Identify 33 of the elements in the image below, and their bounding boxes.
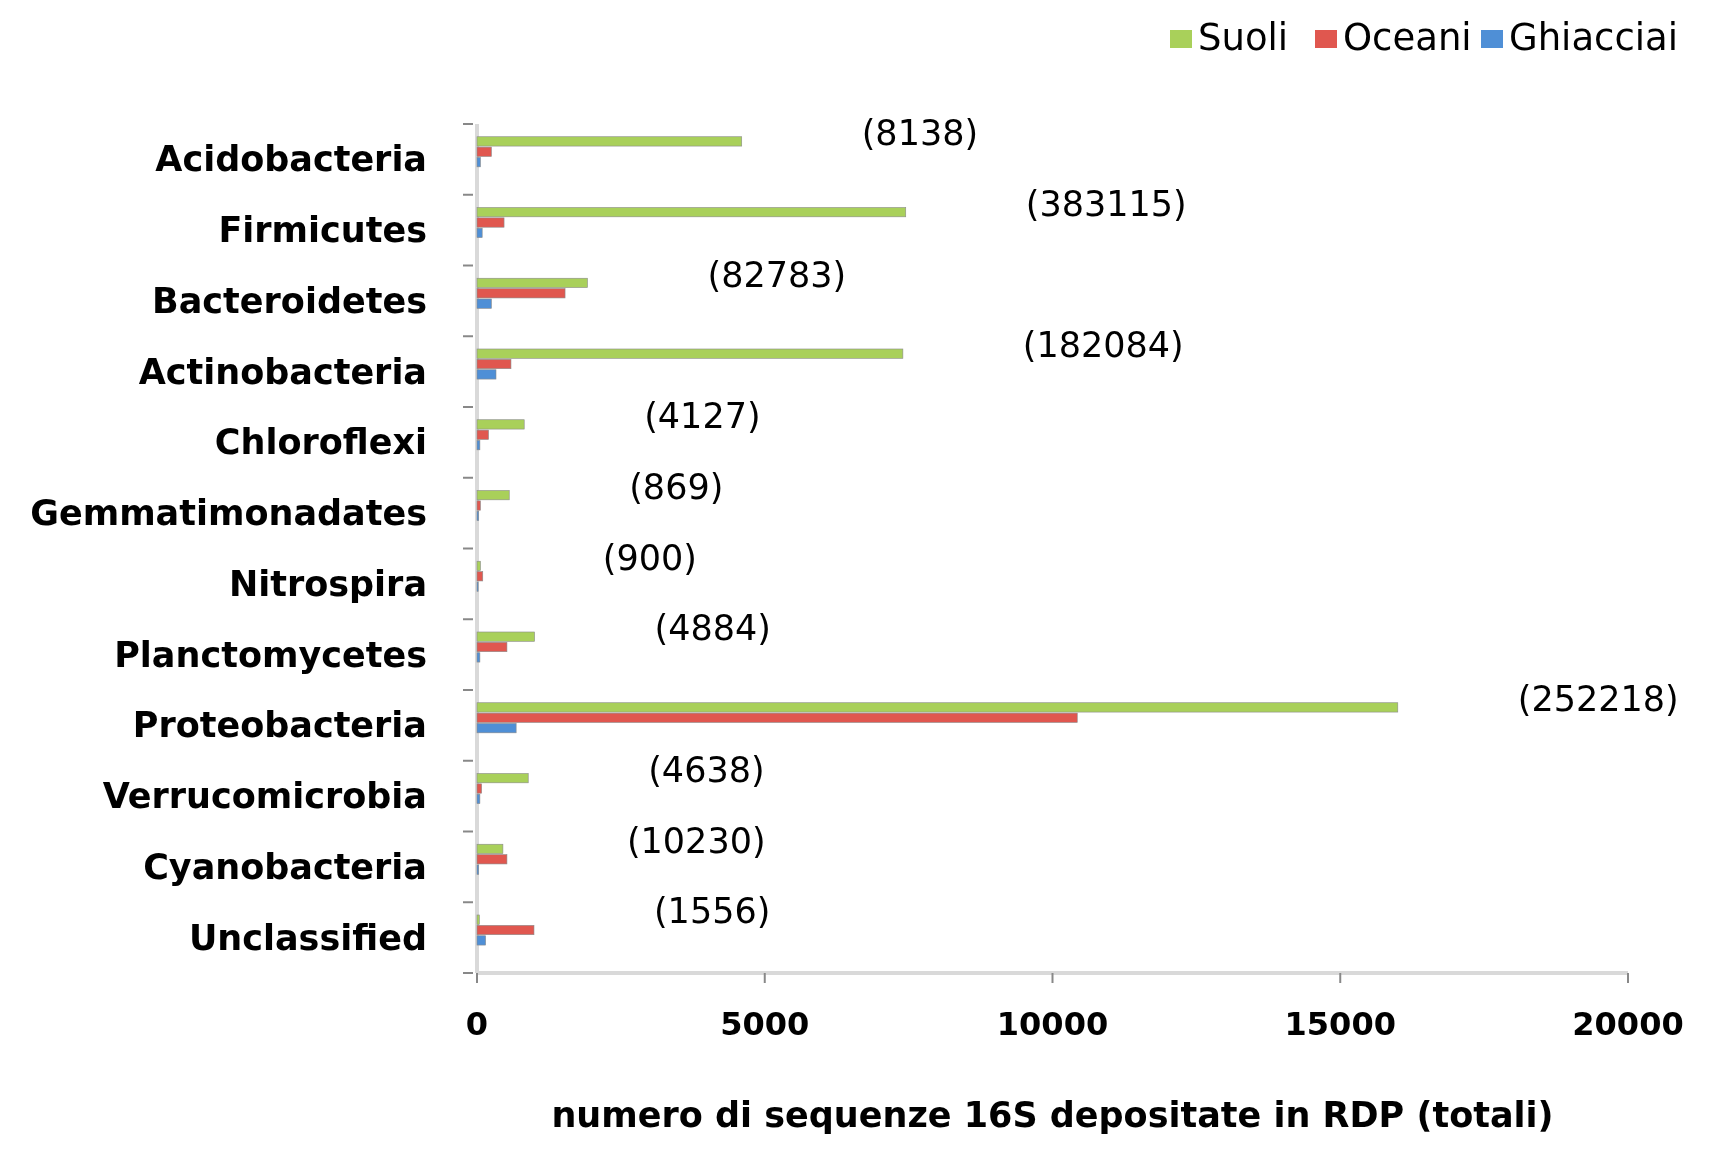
annotation: (10230) xyxy=(626,820,766,861)
legend-label: Ghiacciai xyxy=(1509,16,1678,59)
y-tick-label: Proteobacteria xyxy=(132,705,427,746)
y-tick-label: Firmicutes xyxy=(218,210,427,251)
annotation: (252218) xyxy=(1517,679,1679,720)
y-tick-label: Nitrospira xyxy=(228,563,427,604)
x-tick-label: 10000 xyxy=(996,1005,1109,1043)
y-tick-label: Actinobacteria xyxy=(138,351,427,392)
y-tick-label: Planctomycetes xyxy=(114,634,427,675)
annotation: (900) xyxy=(602,537,697,578)
x-tick-label: 5000 xyxy=(720,1005,810,1043)
legend-label: Oceani xyxy=(1343,16,1472,59)
y-tick-label: Bacteroidetes xyxy=(152,280,427,321)
y-tick-label: Unclassified xyxy=(188,917,427,958)
annotation: (383115) xyxy=(1025,183,1187,224)
x-axis-title: numero di sequenze 16S depositate in RDP (totali) xyxy=(551,1095,1554,1135)
x-tick-label: 0 xyxy=(465,1005,489,1043)
x-tick-label: 15000 xyxy=(1284,1005,1396,1043)
annotation: (869) xyxy=(629,466,724,507)
annotation: (4127) xyxy=(644,396,761,437)
y-tick-label: Gemmatimonadates xyxy=(30,493,427,534)
x-tick-label: 20000 xyxy=(1572,1005,1684,1043)
y-tick-label: Chloroflexi xyxy=(214,422,427,463)
y-tick-label: Acidobacteria xyxy=(155,139,427,180)
legend-label: Suoli xyxy=(1198,16,1289,59)
annotation: (4884) xyxy=(654,608,771,649)
annotation: (1556) xyxy=(653,891,771,932)
y-tick-label: Verrucomicrobia xyxy=(102,776,427,817)
annotation: (4638) xyxy=(648,749,765,790)
annotation: (8138) xyxy=(861,113,979,154)
annotation: (82783) xyxy=(707,254,847,295)
annotation: (182084) xyxy=(1022,325,1184,366)
y-tick-label: Cyanobacteria xyxy=(143,846,427,887)
